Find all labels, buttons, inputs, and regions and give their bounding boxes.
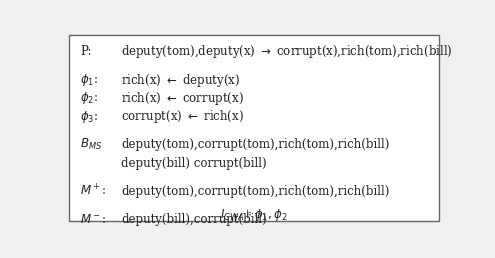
Text: deputy(tom),deputy(x) $\rightarrow$ corrupt(x),rich(tom),rich(bill): deputy(tom),deputy(x) $\rightarrow$ corr… (121, 43, 453, 60)
Text: deputy(bill) corrupt(bill): deputy(bill) corrupt(bill) (121, 157, 267, 170)
Text: rich(x) $\leftarrow$ corrupt(x): rich(x) $\leftarrow$ corrupt(x) (121, 90, 244, 107)
Text: $I_{CWA} \models \phi_1, \phi_2$: $I_{CWA} \models \phi_1, \phi_2$ (220, 207, 288, 223)
Text: deputy(tom),corrupt(tom),rich(tom),rich(bill): deputy(tom),corrupt(tom),rich(tom),rich(… (121, 185, 390, 198)
Text: $M^-$:: $M^-$: (80, 213, 106, 226)
Text: $\phi_3$:: $\phi_3$: (80, 109, 99, 125)
Text: $\phi_2$:: $\phi_2$: (80, 90, 99, 106)
Text: P:: P: (80, 45, 92, 58)
Text: deputy(tom),corrupt(tom),rich(tom),rich(bill): deputy(tom),corrupt(tom),rich(tom),rich(… (121, 138, 390, 151)
FancyBboxPatch shape (69, 35, 439, 221)
Text: $M^+$:: $M^+$: (80, 184, 106, 199)
Text: deputy(bill),corrupt(bill): deputy(bill),corrupt(bill) (121, 213, 267, 226)
Text: corrupt(x) $\leftarrow$ rich(x): corrupt(x) $\leftarrow$ rich(x) (121, 108, 244, 125)
Text: $B_{MS}$: $B_{MS}$ (80, 137, 102, 152)
Text: rich(x) $\leftarrow$ deputy(x): rich(x) $\leftarrow$ deputy(x) (121, 71, 241, 88)
Text: $\phi_1$:: $\phi_1$: (80, 72, 99, 88)
